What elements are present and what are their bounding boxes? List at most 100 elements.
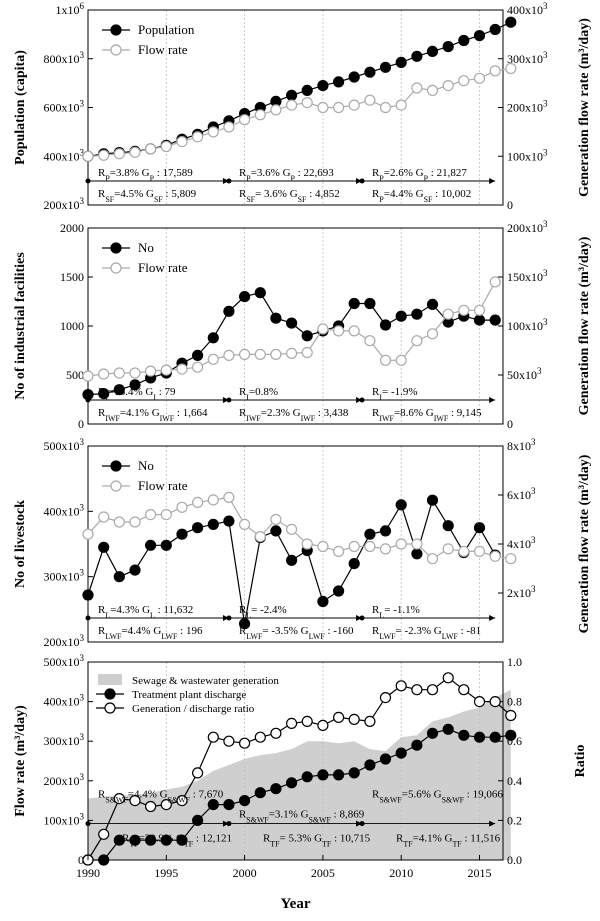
data-point [223,798,235,811]
data-point [348,713,360,726]
y-tick-label: 200x103 [44,633,85,649]
data-point [364,297,376,310]
annotation-label: RS&WF=4.4% GS&WF : 7,670 [98,789,224,805]
data-point [473,731,486,743]
data-point [411,50,423,62]
data-point [129,367,141,379]
y-tick-label: 400x103 [44,147,85,163]
annotation-label: RI=15.4% GI : 79 [98,386,176,402]
data-point [442,308,454,320]
data-point [207,353,219,365]
y2-axis-title: Generation flow rate (m³/day) [577,454,592,633]
data-point [239,518,251,531]
span-start [359,821,365,827]
data-point [113,834,125,846]
data-point [82,528,94,540]
y2-tick-label: 0.8 [507,695,522,709]
y2-axis-title: Ratio [573,745,588,778]
annotation-label: RI= -1.9% [372,386,418,402]
data-point [129,379,141,391]
annotation-label: RS&WF=3.1% GS&WF : 8,869 [239,809,365,825]
y2-tick-label: 50x103 [507,366,542,382]
span-start [359,178,365,184]
data-point [254,109,266,121]
data-point [113,384,125,396]
span-arrow [222,178,229,184]
data-point [270,348,282,360]
annotation-label: RP=3.6% GP : 22,693 [239,167,334,183]
data-point [270,727,282,739]
data-point [301,771,313,783]
legend-marker [110,44,122,56]
span-arrow [222,820,229,827]
data-point [426,727,439,739]
y2-tick-label: 8x103 [507,437,536,453]
data-point [458,304,470,316]
span-start [85,397,91,403]
data-point [489,695,501,708]
span-start [85,178,91,184]
data-point [239,291,251,303]
data-point [348,325,360,337]
annotation-label: RTF=4.1% GTF : 11,516 [396,833,501,849]
data-point [301,538,313,550]
y-tick-label: 300x103 [44,568,85,584]
annotation-label: RIWF=2.3% GIWF : 3,438 [239,407,349,423]
panel-1: 200x103 400x103 600x103 800x103 1x106 0 100x10… [13,1,592,212]
data-point [411,308,423,320]
data-point [192,814,204,827]
data-point [160,508,172,521]
annotation-label: RIWF=4.1% GIWF : 1,664 [98,407,208,423]
data-point [317,595,329,608]
data-point [270,513,282,526]
data-point [411,548,423,560]
data-point [473,29,486,42]
data-point [489,276,501,288]
data-point [286,317,298,329]
data-point [348,71,360,83]
data-point [160,364,172,376]
data-point [395,99,407,111]
annotation-label: RTF= 5.3% GTF : 10,715 [263,833,371,849]
legend-marker [104,688,116,700]
data-point [505,553,517,565]
data-point [348,99,360,111]
data-point [192,131,204,143]
data-point [333,711,345,724]
data-point [223,735,235,747]
data-point [286,717,298,730]
data-point [426,684,439,696]
data-point [286,89,298,101]
data-point [333,325,345,337]
data-point [301,715,313,728]
y-tick-label: 1x106 [56,1,85,17]
data-point [98,388,110,400]
data-point [239,794,251,807]
data-point [98,511,110,523]
data-point [364,94,376,106]
data-point [426,494,439,506]
data-point [395,56,407,69]
data-point [458,684,470,696]
data-point [426,553,439,565]
y-tick-label: 0 [78,417,84,431]
data-point [489,550,501,562]
y2-tick-label: 1.0 [507,655,522,669]
data-point [223,491,235,503]
annotation-label: RLWF= -2.3% GLWF : -81 [372,625,481,641]
data-point [364,66,376,78]
data-point [207,126,219,138]
data-point [113,367,125,379]
span-arrow [356,178,363,184]
data-point [223,349,235,361]
y2-tick-label: 150x103 [507,268,548,284]
y-tick-label: 200x103 [44,772,85,788]
data-point [348,297,360,310]
y-tick-label: 200x103 [44,196,85,212]
data-point [192,522,204,534]
data-point [192,767,204,779]
data-point [270,783,282,795]
data-point [364,540,376,553]
y2-tick-label: 200x103 [507,99,548,115]
